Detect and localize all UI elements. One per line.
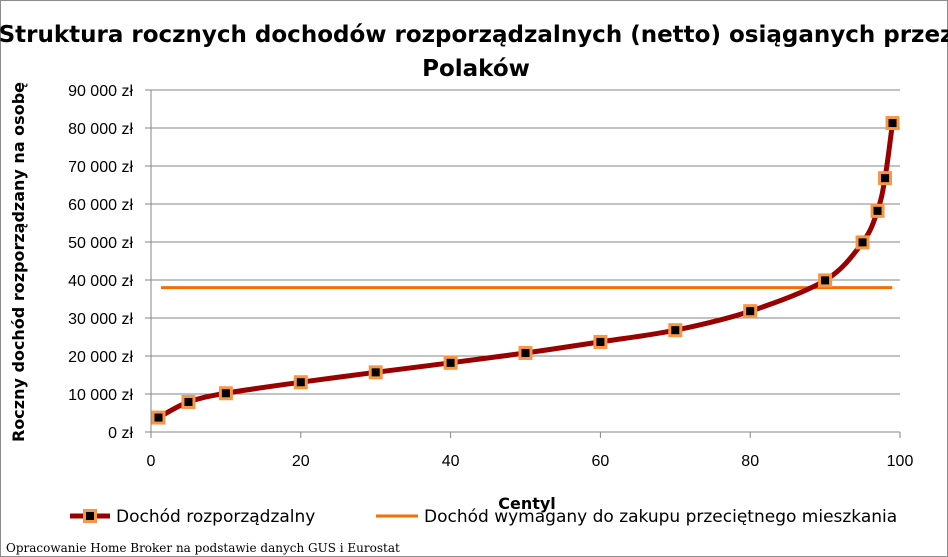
data-point-centyl-1 (151, 410, 166, 425)
data-point-centyl-99 (885, 116, 900, 131)
data-point-centyl-97 (870, 203, 885, 218)
data-point-centyl-95 (855, 235, 870, 250)
chart-title-line-1: Struktura rocznych dochodów rozporządzal… (0, 22, 948, 48)
series-group (151, 116, 900, 425)
data-point-centyl-5 (181, 394, 196, 409)
x-tick-label: 80 (741, 453, 759, 470)
y-tick-label: 30 000 zł (68, 311, 133, 328)
y-tick-label: 20 000 zł (68, 349, 133, 366)
y-tick-label: 10 000 zł (68, 387, 133, 404)
legend-label-dochod-wymagany: Dochód wymagany do zakupu przeciętnego m… (424, 507, 897, 527)
data-point-centyl-60 (593, 334, 608, 349)
x-tick-label: 0 (147, 453, 156, 470)
x-axis-ticks: 0 20 40 60 80 100 (147, 432, 914, 470)
y-tick-label: 80 000 zł (68, 121, 133, 138)
data-point-centyl-10 (218, 386, 233, 401)
x-tick-label: 40 (442, 453, 460, 470)
chart-title-line-2: Polaków (422, 56, 530, 82)
data-point-centyl-90 (818, 273, 833, 288)
data-point-centyl-40 (443, 355, 458, 370)
gridlines (151, 89, 900, 395)
y-tick-label: 70 000 zł (68, 159, 133, 176)
data-point-centyl-98 (878, 171, 893, 186)
source-credit: Opracowanie Home Broker na podstawie dan… (6, 541, 400, 555)
data-point-centyl-80 (743, 304, 758, 319)
x-axis-label: Centyl (498, 494, 556, 513)
x-tick-label: 60 (592, 453, 610, 470)
x-tick-label: 100 (887, 453, 914, 470)
y-axis-ticks: 0 zł 10 000 zł 20 000 zł 30 000 zł 40 000 zł… (68, 83, 151, 442)
y-tick-label: 40 000 zł (68, 273, 133, 290)
legend: Dochód rozporządzalny Dochód wymagany do… (70, 507, 897, 527)
y-tick-label: 90 000 zł (68, 83, 133, 100)
data-point-centyl-70 (668, 323, 683, 338)
x-tick-label: 20 (292, 453, 310, 470)
legend-label-dochod-rozporzadzalny: Dochód rozporządzalny (116, 507, 315, 527)
y-tick-label: 60 000 zł (68, 197, 133, 214)
y-tick-label: 0 zł (108, 425, 133, 442)
y-axis-label: Roczny dochód rozporządzany na osobę (9, 82, 28, 442)
data-point-centyl-20 (293, 375, 308, 390)
legend-swatch-marker-dochod-rozporzadzalny (83, 509, 97, 523)
data-point-centyl-30 (368, 365, 383, 380)
y-tick-label: 50 000 zł (68, 235, 133, 252)
data-point-centyl-50 (518, 345, 533, 360)
